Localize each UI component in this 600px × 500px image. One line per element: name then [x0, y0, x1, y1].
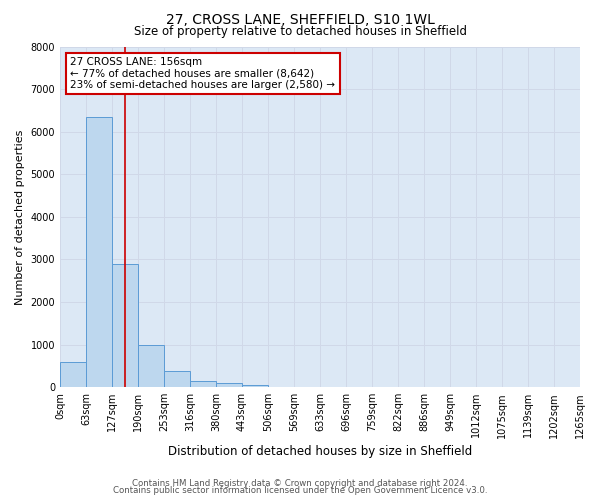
- Text: Contains HM Land Registry data © Crown copyright and database right 2024.: Contains HM Land Registry data © Crown c…: [132, 478, 468, 488]
- Text: 27 CROSS LANE: 156sqm
← 77% of detached houses are smaller (8,642)
23% of semi-d: 27 CROSS LANE: 156sqm ← 77% of detached …: [70, 56, 335, 90]
- Bar: [216, 383, 242, 387]
- Text: Contains public sector information licensed under the Open Government Licence v3: Contains public sector information licen…: [113, 486, 487, 495]
- Text: 27, CROSS LANE, SHEFFIELD, S10 1WL: 27, CROSS LANE, SHEFFIELD, S10 1WL: [166, 12, 434, 26]
- Bar: [112, 264, 138, 387]
- Text: Size of property relative to detached houses in Sheffield: Size of property relative to detached ho…: [133, 25, 467, 38]
- Bar: [138, 344, 164, 387]
- Bar: [190, 380, 216, 387]
- Bar: [164, 372, 190, 387]
- X-axis label: Distribution of detached houses by size in Sheffield: Distribution of detached houses by size …: [168, 444, 472, 458]
- Bar: [86, 117, 112, 387]
- Bar: [60, 362, 86, 387]
- Bar: [242, 384, 268, 387]
- Y-axis label: Number of detached properties: Number of detached properties: [15, 129, 25, 304]
